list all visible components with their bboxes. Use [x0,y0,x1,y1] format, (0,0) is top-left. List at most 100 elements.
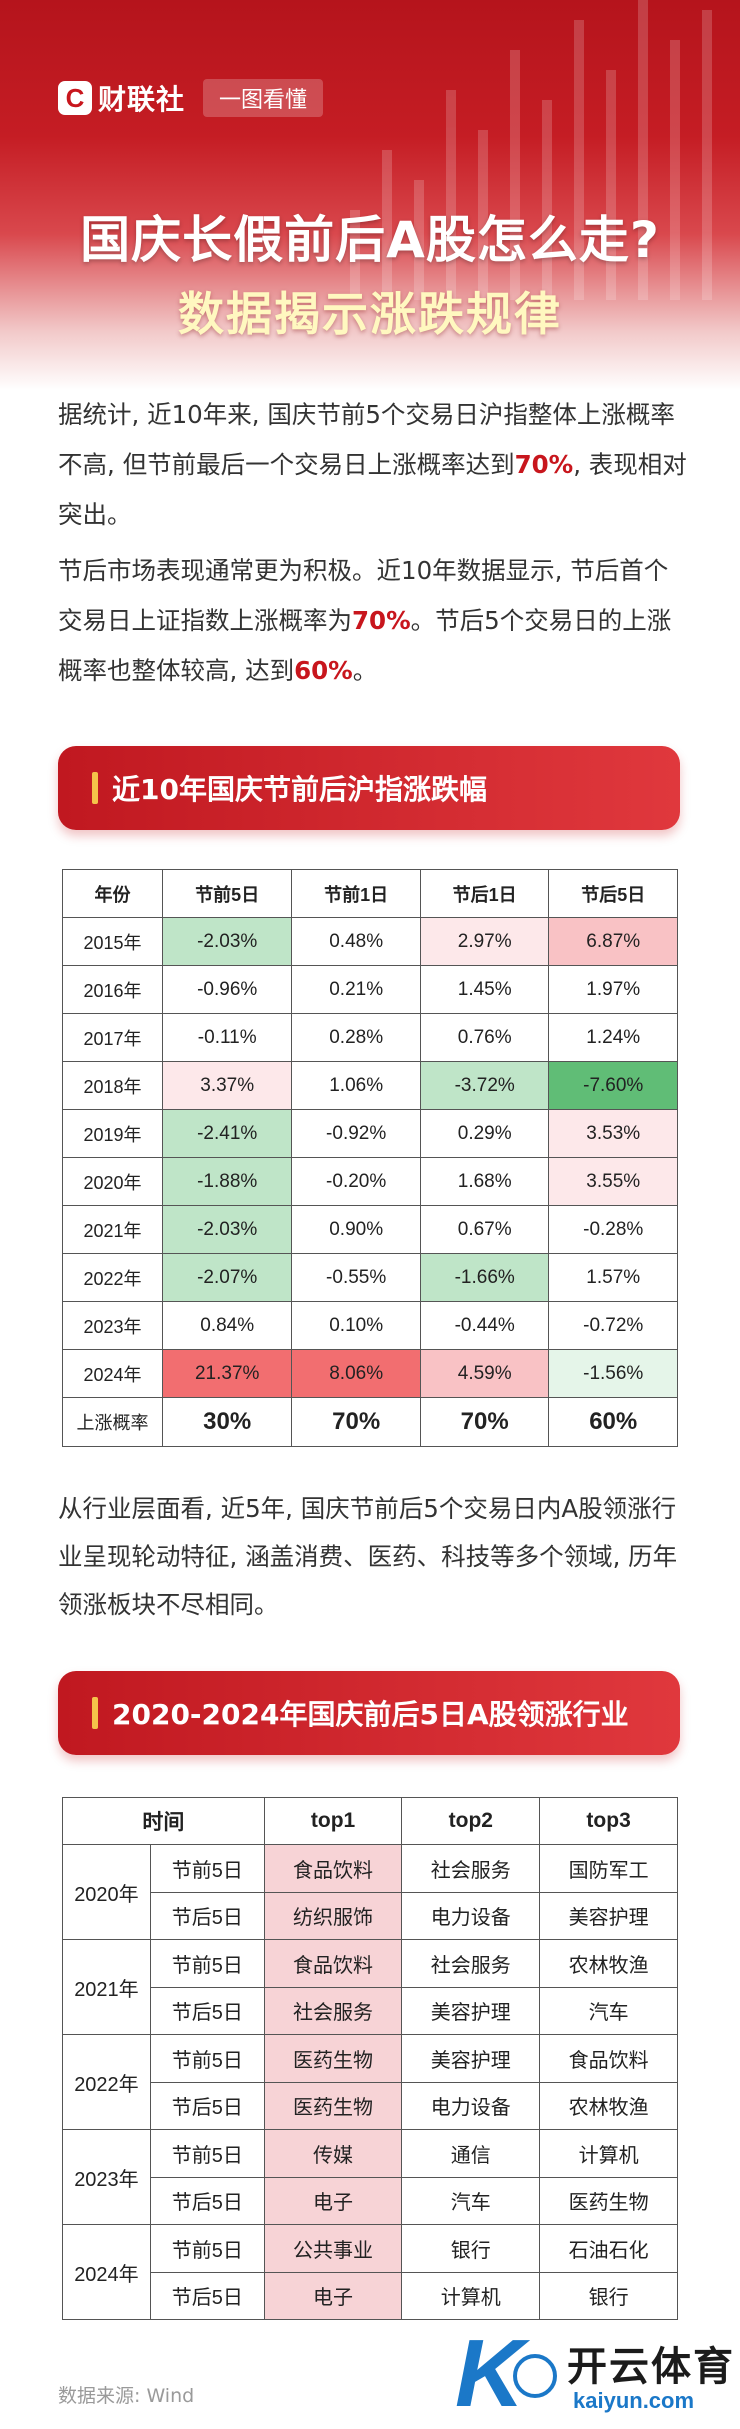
highlight-value: 70% [514,450,574,479]
value-cell: 1.45% [419,965,550,1014]
table-row: 2018年 3.37% 1.06% -3.72% -7.60% [62,1061,678,1110]
year-cell: 2016年 [62,965,163,1014]
highlight-value: 60% [294,656,353,685]
table-row: 2020年 -1.88% -0.20% 1.68% 3.55% [62,1157,678,1206]
hero-decor-bars [320,0,740,300]
industry-paragraph: 从行业层面看, 近5年, 国庆节前后5个交易日内A股领涨行业呈现轮动特征, 涵盖… [58,1494,678,1619]
page-subtitle: 数据揭示涨跌规律 [178,287,562,341]
column-header: top1 [263,1797,403,1845]
value-cell: -0.72% [548,1301,678,1350]
value-cell: 0.48% [291,917,421,966]
watermark-k-icon: K [455,2320,525,2427]
probability-cell: 30% [161,1397,293,1447]
industry-cell: 电力设备 [401,2081,541,2130]
table-header-row: 时间 top1 top2 top3 [62,1797,678,1845]
industry-cell: 传媒 [263,2129,403,2178]
period-cell: 节后5日 [149,1891,265,1940]
value-cell: 1.24% [548,1013,678,1062]
value-cell: -0.92% [291,1109,421,1158]
table-row: 2016年 -0.96% 0.21% 1.45% 1.97% [62,965,678,1014]
year-cell: 2022年 [62,1253,163,1302]
table-row: 2022年 节前5日 医药生物 美容护理 食品饮料 [62,2034,678,2130]
industry-cell: 银行 [539,2271,678,2320]
probability-cell: 70% [291,1397,421,1447]
table-row: 节后5日 电子 汽车 医药生物 [63,2176,678,2225]
table-header-row: 年份 节前5日 节前1日 节后1日 节后5日 [62,869,678,918]
soccer-ball-icon [513,2354,557,2398]
year-cell: 2021年 [62,1939,151,2035]
value-cell: -2.07% [161,1253,293,1302]
period-cell: 节前5日 [149,2224,265,2273]
summary-label: 上涨概率 [62,1397,163,1447]
period-cell: 节前5日 [149,1844,265,1893]
intro-paragraph-2: 节后市场表现通常更为积极。近10年数据显示, 节后首个交易日上证指数上涨概率为7… [58,556,672,685]
value-cell: 1.57% [548,1253,678,1302]
table-row: 2020年 节前5日 食品饮料 社会服务 国防军工 [62,1844,678,1940]
industry-cell: 社会服务 [401,1939,541,1988]
year-cell: 2019年 [62,1109,163,1158]
table-row: 2021年 -2.03% 0.90% 0.67% -0.28% [62,1205,678,1254]
value-cell: -1.56% [548,1349,678,1398]
table-row: 2022年 -2.07% -0.55% -1.66% 1.57% [62,1253,678,1302]
industry-cell: 食品饮料 [263,1844,403,1893]
industry-cell: 电力设备 [401,1891,541,1940]
brand-logo: C 财联社 一图看懂 [58,79,324,117]
industry-cell: 公共事业 [263,2224,403,2273]
probability-cell: 70% [419,1397,550,1447]
section-title: 2020-2024年国庆前后5日A股领涨行业 [112,1698,629,1731]
year-cell: 2024年 [62,2224,151,2320]
industry-cell: 医药生物 [263,2034,403,2083]
value-cell: 21.37% [161,1349,293,1398]
industry-cell: 通信 [401,2129,541,2178]
period-cell: 节后5日 [149,1986,265,2035]
year-cell: 2021年 [62,1205,163,1254]
table-row: 2017年 -0.11% 0.28% 0.76% 1.24% [62,1013,678,1062]
industry-cell: 纺织服饰 [263,1891,403,1940]
probability-cell: 60% [548,1397,678,1447]
industry-cell: 电子 [263,2176,403,2225]
page-title: 国庆长假前后A股怎么走? [80,211,660,269]
industry-cell: 汽车 [401,2176,541,2225]
watermark-url: kaiyun.com [573,2388,695,2413]
table-row: 2021年 节前5日 食品饮料 社会服务 农林牧渔 [62,1939,678,2035]
section-title: 近10年国庆节前后沪指涨跌幅 [112,773,487,806]
value-cell: -0.55% [291,1253,421,1302]
value-cell: -0.28% [548,1205,678,1254]
watermark-name: 开云体育 [567,2344,735,2390]
value-cell: 4.59% [419,1349,550,1398]
value-cell: -2.03% [161,1205,293,1254]
data-source: 数据来源: Wind [58,2385,195,2407]
industry-cell: 医药生物 [539,2176,678,2225]
industry-cell: 汽车 [539,1986,678,2035]
column-header: 时间 [62,1797,265,1845]
period-cell: 节后5日 [149,2271,265,2320]
intro-paragraph-1: 据统计, 近10年来, 国庆节前5个交易日沪指整体上涨概率不高, 但节前最后一个… [58,400,687,529]
period-cell: 节后5日 [149,2081,265,2130]
value-cell: 0.28% [291,1013,421,1062]
industry-cell: 食品饮料 [263,1939,403,1988]
column-header: 年份 [62,869,163,918]
value-cell: -7.60% [548,1061,678,1110]
industry-cell: 电子 [263,2271,403,2320]
brand-name: 财联社 [98,83,186,116]
column-header: 节前1日 [291,869,421,918]
year-cell: 2024年 [62,1349,163,1398]
value-cell: -2.41% [161,1109,293,1158]
year-cell: 2015年 [62,917,163,966]
column-header: 节前5日 [161,869,293,918]
value-cell: 2.97% [419,917,550,966]
year-cell: 2022年 [62,2034,151,2130]
column-header: 节后1日 [419,869,550,918]
value-cell: 1.97% [548,965,678,1014]
value-cell: -1.88% [161,1157,293,1206]
value-cell: 3.53% [548,1109,678,1158]
section-accent-mark [92,772,98,804]
value-cell: 8.06% [291,1349,421,1398]
year-cell: 2017年 [62,1013,163,1062]
year-cell: 2020年 [62,1844,151,1940]
watermark-logo: K 开云体育 kaiyun.com [455,2324,735,2424]
industry-cell: 石油石化 [539,2224,678,2273]
value-cell: 0.67% [419,1205,550,1254]
index-change-table: 年份 节前5日 节前1日 节后1日 节后5日 2015年 -2.03% 0.48% 2… [62,869,678,1447]
table-row: 节后5日 医药生物 电力设备 农林牧渔 [63,2081,678,2130]
